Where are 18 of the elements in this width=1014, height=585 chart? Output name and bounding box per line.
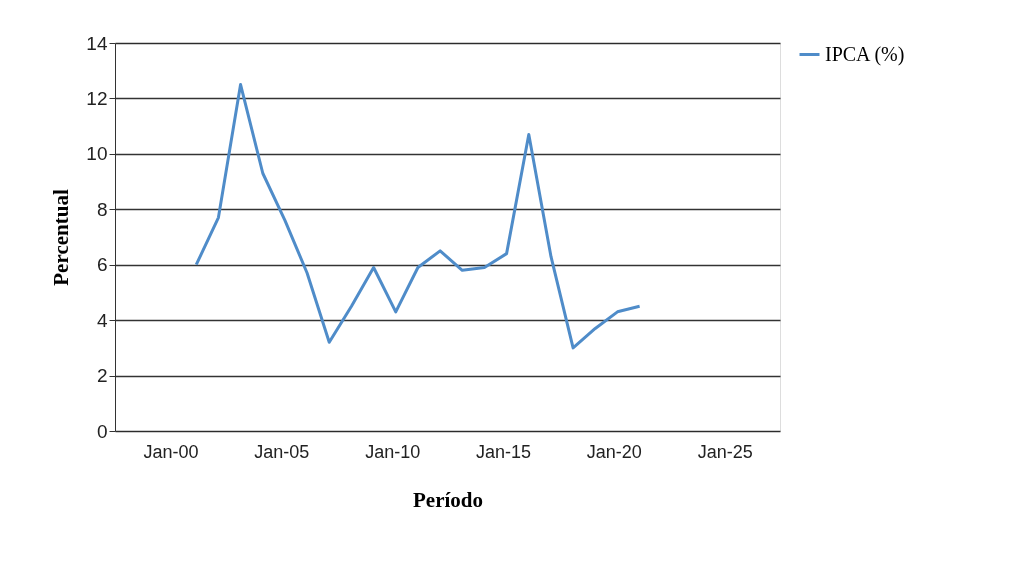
x-tick-label: Jan-10 <box>365 441 421 462</box>
line-series <box>194 83 642 350</box>
y-tick-label: 14 <box>86 32 108 54</box>
y-tick-label: 2 <box>96 365 108 387</box>
x-tick-label: Jan-00 <box>143 441 199 462</box>
x-tick-label: Jan-20 <box>586 441 642 462</box>
y-tick-label: 4 <box>96 309 108 331</box>
y-tick-label: 8 <box>96 198 108 220</box>
x-tick-label: Jan-25 <box>697 441 753 462</box>
x-tick-label: Jan-05 <box>254 441 310 462</box>
y-axis-title: Percentual <box>49 189 74 286</box>
y-tick-label: 10 <box>86 143 108 165</box>
y-tick-label: 0 <box>96 420 108 442</box>
y-tick-label: 6 <box>96 254 108 276</box>
x-tick-label: Jan-15 <box>475 441 532 462</box>
x-axis-title: Período <box>413 487 483 512</box>
y-tick-label: 12 <box>86 87 108 109</box>
legend-label: IPCA (%) <box>825 42 905 66</box>
